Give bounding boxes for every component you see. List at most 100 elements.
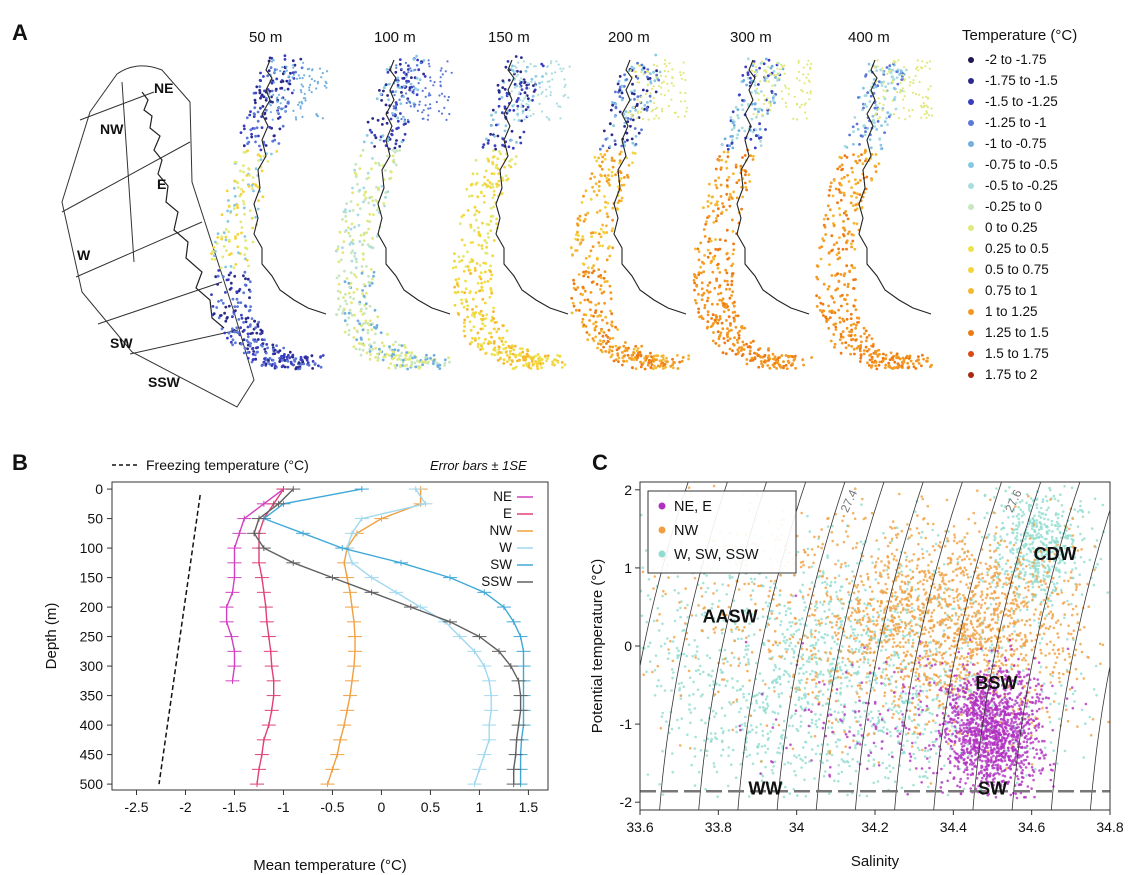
map-point: [625, 349, 629, 352]
map-point: [310, 354, 314, 358]
data-point: [732, 599, 736, 602]
map-point: [343, 280, 347, 284]
map-point: [554, 358, 558, 362]
map-point: [301, 115, 304, 118]
map-point: [899, 81, 902, 85]
map-point: [432, 362, 435, 366]
map-point: [736, 331, 740, 335]
map-point: [844, 241, 848, 244]
map-point: [370, 195, 374, 199]
map-point: [216, 283, 219, 286]
data-point: [783, 763, 786, 766]
map-point: [924, 65, 927, 68]
map-point: [596, 315, 600, 318]
map-point: [601, 334, 605, 338]
map-point: [756, 113, 759, 116]
map-point: [361, 289, 364, 292]
map-point: [558, 354, 562, 358]
map-point: [371, 199, 375, 203]
map-point: [827, 326, 831, 330]
map-point: [391, 154, 395, 158]
map-point: [370, 131, 374, 134]
map-point: [262, 95, 266, 99]
map-point: [726, 257, 730, 261]
data-point: [729, 618, 733, 621]
map-point: [556, 354, 559, 357]
map-point: [367, 201, 371, 205]
map-point: [644, 92, 647, 96]
map-point: [242, 164, 245, 168]
map-point: [353, 313, 356, 317]
data-point: [680, 681, 683, 685]
data-point: [916, 736, 919, 739]
data-point: [779, 683, 782, 686]
map-point: [366, 331, 370, 335]
data-point: [774, 666, 778, 669]
map-point: [480, 285, 484, 289]
region-label-w: W: [77, 247, 91, 263]
map-point: [341, 251, 345, 255]
map-point: [482, 341, 486, 345]
data-point: [633, 671, 636, 674]
map-point: [339, 290, 342, 294]
map-point: [246, 142, 249, 146]
map-point: [469, 225, 473, 229]
coastline: [377, 59, 451, 315]
map-point: [386, 94, 389, 97]
map-point: [244, 304, 247, 308]
map-point: [242, 274, 245, 278]
data-point: [657, 629, 661, 632]
map-point: [828, 188, 832, 192]
map-point: [711, 256, 715, 259]
map-point: [541, 361, 545, 365]
region-boundary: [121, 81, 135, 263]
map-point: [664, 59, 667, 62]
data-point: [980, 637, 984, 641]
map-point: [282, 354, 286, 358]
map-point: [878, 116, 882, 119]
map-point: [350, 301, 353, 305]
map-point: [235, 203, 239, 207]
map-point: [863, 332, 866, 335]
data-point: [852, 631, 855, 635]
map-point: [273, 138, 277, 142]
data-point: [919, 705, 922, 709]
map-point: [343, 330, 347, 334]
map-point: [878, 352, 881, 356]
map-point: [891, 75, 894, 79]
map-point: [518, 358, 521, 362]
map-point: [376, 315, 380, 319]
map-point: [745, 362, 749, 366]
data-point: [767, 782, 770, 785]
map-point: [836, 272, 840, 275]
map-point: [432, 353, 436, 357]
map-point: [337, 282, 341, 286]
data-point: [696, 645, 699, 648]
map-point: [515, 141, 518, 144]
map-point: [534, 84, 537, 87]
map-point: [291, 71, 295, 75]
map-point: [474, 305, 478, 308]
data-point: [839, 620, 843, 623]
map-point: [619, 199, 623, 203]
data-point: [907, 641, 910, 644]
map-point: [524, 108, 528, 111]
map-point: [475, 262, 479, 265]
map-point: [272, 59, 275, 62]
map-point: [773, 355, 777, 359]
data-point: [796, 550, 800, 554]
map-point: [702, 270, 706, 274]
map-point: [342, 240, 346, 244]
map-point: [740, 207, 743, 211]
data-point: [805, 670, 808, 674]
data-point: [921, 689, 925, 693]
map-point: [877, 162, 881, 166]
map-point: [374, 326, 378, 330]
map-point: [457, 277, 461, 281]
data-point: [678, 687, 681, 690]
map-point: [725, 178, 729, 182]
map-point: [425, 353, 428, 357]
map-point: [369, 345, 373, 348]
map-point: [529, 367, 533, 370]
map-point: [623, 176, 626, 179]
